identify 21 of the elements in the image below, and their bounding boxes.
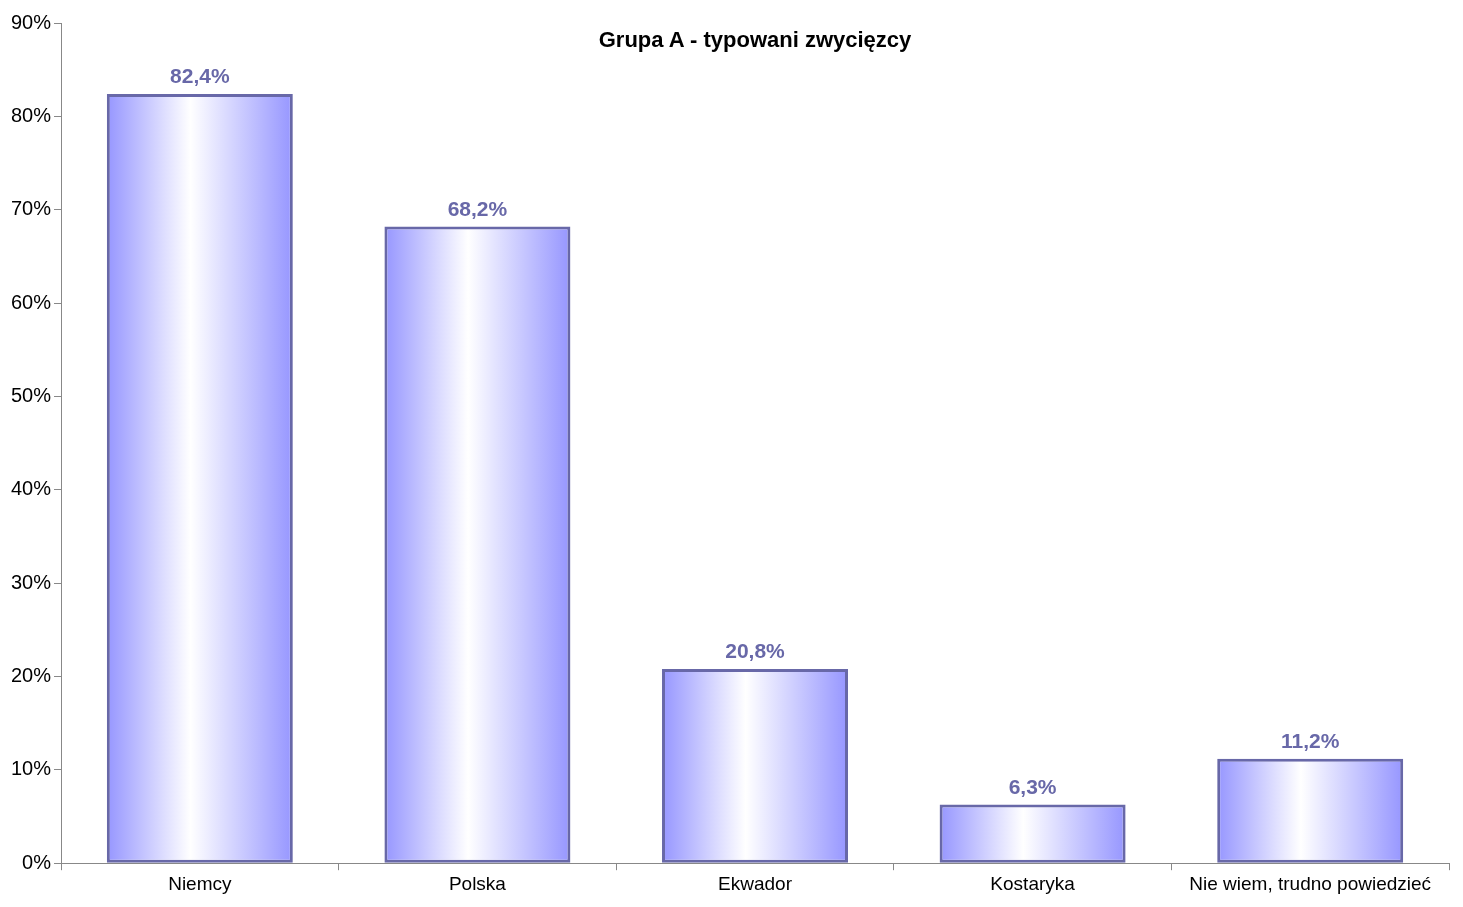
y-tick-label: 80% — [11, 103, 52, 126]
y-tick-label: 40% — [11, 477, 52, 500]
y-tick-label: 10% — [11, 757, 52, 780]
x-tick-label: Kostaryka — [990, 872, 1076, 894]
y-tick-label: 50% — [11, 383, 52, 406]
y-tick-label: 70% — [11, 197, 52, 220]
y-tick-label: 20% — [11, 664, 52, 686]
y-tick-label: 90% — [11, 10, 52, 33]
y-tick-label: 0% — [22, 850, 52, 873]
x-tick-label: Polska — [448, 872, 507, 894]
y-tick-label: 60% — [11, 290, 52, 313]
y-tick-label: 30% — [11, 570, 52, 593]
data-label: 82,4% — [170, 64, 230, 88]
x-tick-label: Niemcy — [168, 872, 232, 894]
data-label: 20,8% — [725, 639, 786, 663]
data-label: 68,2% — [447, 196, 508, 220]
x-tick-label: Ekwador — [718, 872, 793, 894]
chart-title: Grupa A - typowani zwycięzcy — [598, 27, 913, 53]
data-label: 6,3% — [1008, 774, 1057, 798]
x-tick-label: Nie wiem, trudno powiedzieć — [1189, 872, 1432, 894]
data-label: 11,2% — [1281, 728, 1340, 752]
